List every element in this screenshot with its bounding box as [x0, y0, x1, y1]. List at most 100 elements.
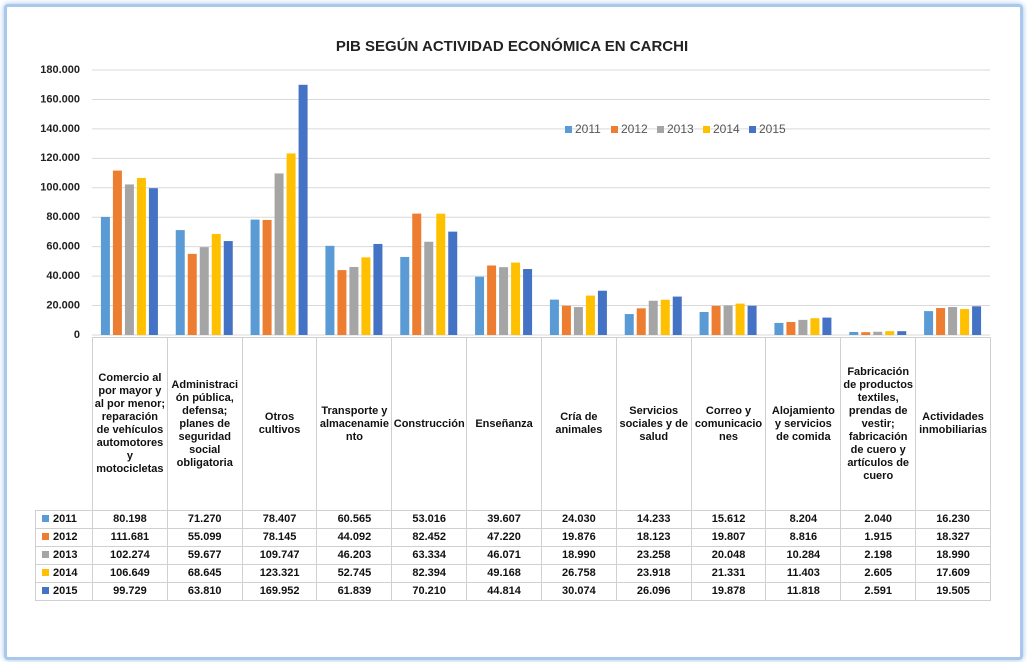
value-cell: 26.096: [615, 582, 692, 601]
value-cell: 17.609: [915, 564, 991, 583]
legend-swatch: [657, 126, 664, 133]
bar: [747, 305, 757, 335]
bar: [211, 233, 221, 335]
y-tick-label: 100.000: [40, 182, 80, 194]
header-row: Comercio al por mayor y al por menor; re…: [36, 337, 991, 511]
value-cell: 1.915: [840, 528, 917, 547]
value-cell: 80.198: [92, 510, 168, 529]
bar: [124, 184, 134, 335]
data-row: 2012 111.681 55.099 78.145 44.092 82.452 47.22…: [35, 528, 991, 547]
bar: [148, 188, 158, 335]
value-cell: 19.807: [690, 528, 767, 547]
data-row: 2011 80.198 71.270 78.407 60.565 53.016 39.607…: [35, 510, 991, 529]
data-row: 2013 102.274 59.677 109.747 46.203 63.334 46.0…: [35, 546, 991, 565]
category-label: Enseñanza: [466, 337, 542, 511]
legend-label: 2013: [667, 122, 694, 136]
bar: [936, 308, 946, 335]
legend-swatch: [703, 126, 710, 133]
value-cell: 78.145: [241, 528, 318, 547]
bar: [523, 269, 533, 335]
bar: [972, 306, 982, 335]
bar: [660, 299, 670, 335]
bar: [511, 262, 521, 335]
corner: [36, 338, 93, 511]
bar: [325, 245, 335, 335]
bar: [286, 153, 296, 335]
legend-swatch: [565, 126, 572, 133]
row-header: 2012: [35, 528, 93, 547]
y-tick-label: 60.000: [46, 241, 80, 253]
value-cell: 2.605: [840, 564, 917, 583]
legend-key: [42, 587, 49, 594]
value-cell: 68.645: [166, 564, 243, 583]
bar: [361, 257, 371, 335]
value-cell: 18.327: [915, 528, 991, 547]
y-tick-label: 140.000: [40, 123, 80, 135]
bar: [810, 318, 820, 335]
bar: [885, 331, 895, 335]
bar: [711, 305, 721, 335]
bar: [636, 308, 646, 335]
row-header: 2013: [35, 546, 93, 565]
bar: [924, 311, 934, 335]
bar: [475, 276, 485, 335]
bar: [597, 290, 607, 335]
value-cell: 52.745: [316, 564, 393, 583]
value-cell: 63.810: [166, 582, 243, 601]
bar: [187, 253, 197, 335]
value-cell: 61.839: [316, 582, 393, 601]
series-name: 2015: [53, 585, 78, 597]
bar: [897, 331, 907, 335]
value-cell: 19.505: [915, 582, 991, 601]
value-cell: 30.074: [540, 582, 617, 601]
category-label: Comercio al por mayor y al por menor; re…: [92, 337, 168, 511]
bar: [199, 247, 209, 335]
bar: [373, 243, 383, 335]
bar: [849, 331, 859, 335]
bar: [136, 177, 146, 335]
bar: [672, 296, 682, 335]
value-cell: 71.270: [166, 510, 243, 529]
bar: [624, 314, 634, 335]
value-cell: 8.204: [765, 510, 842, 529]
bar: [723, 305, 733, 335]
bar: [337, 270, 347, 335]
value-cell: 10.284: [765, 546, 842, 565]
bar: [699, 312, 709, 335]
value-cell: 24.030: [540, 510, 617, 529]
value-cell: 70.210: [391, 582, 468, 601]
legend-key: [42, 515, 49, 522]
bar: [585, 295, 595, 335]
bar: [948, 307, 958, 335]
bar: [735, 303, 745, 335]
value-cell: 15.612: [690, 510, 767, 529]
value-cell: 18.990: [915, 546, 991, 565]
y-tick-label: 80.000: [46, 211, 80, 223]
y-tick-label: 0: [74, 329, 80, 341]
y-tick-label: 160.000: [40, 93, 80, 105]
bar: [549, 299, 559, 335]
bar: [175, 230, 185, 335]
data-table: Comercio al por mayor y al por menor; re…: [35, 337, 991, 601]
row-header: 2011: [35, 510, 93, 529]
bar: [487, 265, 497, 335]
value-cell: 109.747: [241, 546, 318, 565]
bar: [436, 213, 446, 335]
value-cell: 99.729: [92, 582, 168, 601]
legend-swatch: [611, 126, 618, 133]
value-cell: 44.814: [466, 582, 542, 601]
bar: [774, 322, 784, 335]
value-cell: 2.591: [840, 582, 917, 601]
value-cell: 19.878: [690, 582, 767, 601]
bar: [349, 266, 359, 335]
bar: [648, 300, 658, 335]
value-cell: 46.203: [316, 546, 393, 565]
value-cell: 47.220: [466, 528, 542, 547]
legend-label: 2014: [713, 122, 740, 136]
value-cell: 23.918: [615, 564, 692, 583]
legend-label: 2015: [759, 122, 786, 136]
value-cell: 19.876: [540, 528, 617, 547]
bar: [274, 173, 284, 335]
category-label: Actividades inmobiliarias: [915, 337, 991, 511]
value-cell: 2.198: [840, 546, 917, 565]
